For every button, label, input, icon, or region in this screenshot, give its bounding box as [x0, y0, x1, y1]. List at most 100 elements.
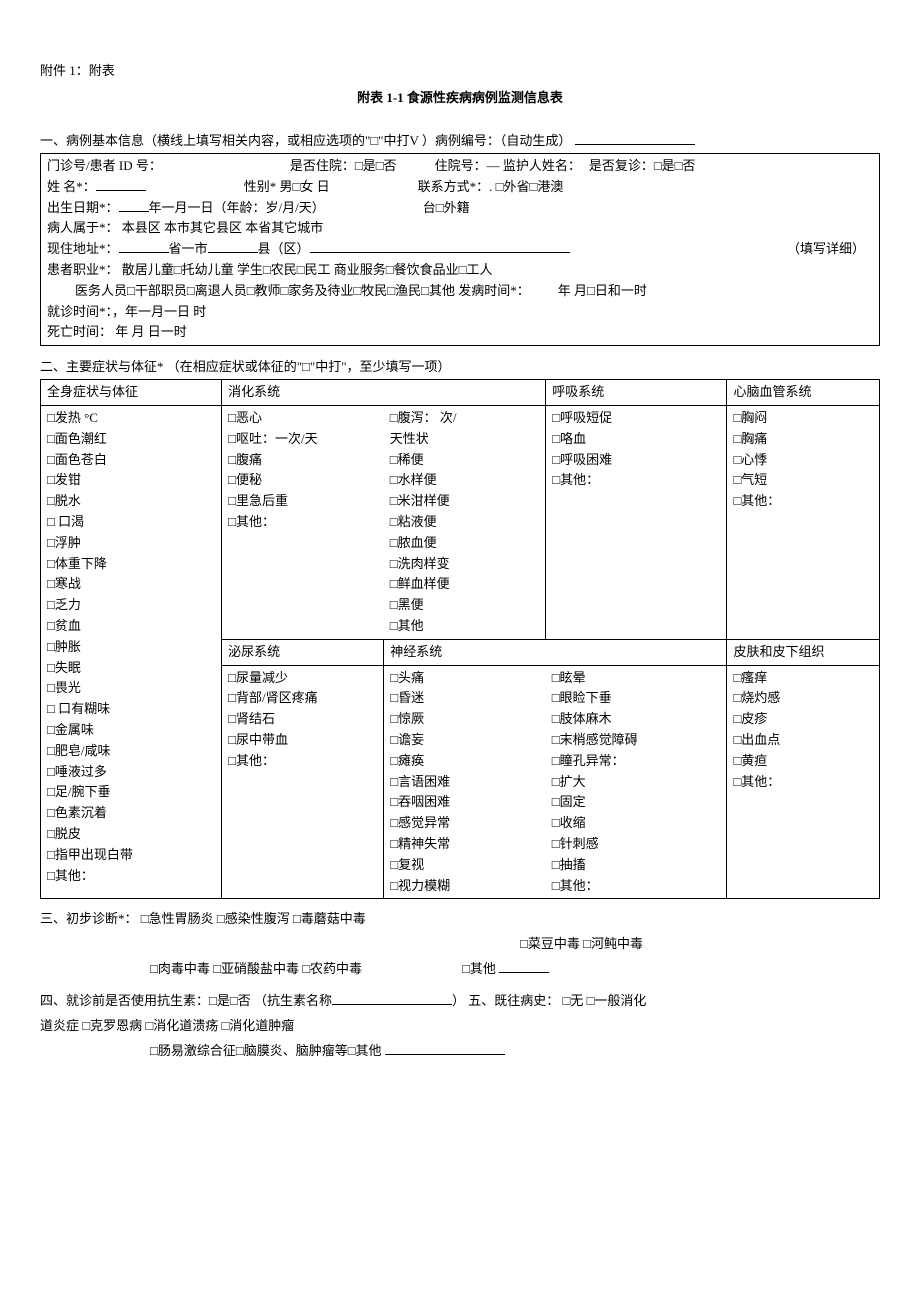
symptom-item[interactable]: □稀便 — [390, 450, 540, 471]
symptom-item[interactable]: □瞳孔异常： — [552, 751, 721, 772]
diag-line3[interactable]: □肉毒中毒 □亚硝酸盐中毒 □农药中毒 — [40, 957, 362, 982]
symptom-item[interactable]: □抽搐 — [552, 855, 721, 876]
symptom-item[interactable]: □视力模糊 — [390, 876, 540, 897]
symptom-item[interactable]: □眩晕 — [552, 668, 721, 689]
diag-line3r[interactable]: □其他 — [462, 957, 549, 982]
history-line2[interactable]: 道炎症 □克罗恩病 □消化道溃疡 □消化道肿瘤 — [40, 1014, 880, 1039]
symptom-item[interactable]: □复视 — [390, 855, 540, 876]
symptom-item[interactable]: □吞咽困难 — [390, 792, 540, 813]
symptom-item[interactable]: □水样便 — [390, 470, 540, 491]
symptom-item[interactable]: □胸闷 — [733, 408, 873, 429]
symptom-item[interactable]: □发钳 — [47, 470, 215, 491]
occupation2-label[interactable]: 医务人员□干部职员□离退人员□教师□家务及待业□牧民□渔民□其他 发病时间*： — [75, 281, 530, 302]
symptom-item[interactable]: □ 口有糊味 — [47, 699, 215, 720]
symptom-item[interactable]: □腹痛 — [228, 450, 378, 471]
patient-belong-label[interactable]: 病人属于*： 本县区 本市其它县区 本省其它城市 — [47, 218, 323, 239]
death-time-label[interactable]: 死亡时间： 年 月 日一时 — [47, 322, 187, 343]
antibiotic-line[interactable]: 四、就诊前是否使用抗生素：□是□否 （抗生素名称） 五、既往病史： □无 □一般… — [40, 989, 880, 1014]
symptom-item[interactable]: □米泔样便 — [390, 491, 540, 512]
symptom-item[interactable]: □尿中带血 — [228, 730, 377, 751]
symptom-item[interactable]: □呼吸困难 — [552, 450, 720, 471]
symptom-item[interactable]: □扩大 — [552, 772, 721, 793]
symptom-item[interactable]: □乏力 — [47, 595, 215, 616]
symptom-item[interactable]: □足/腕下垂 — [47, 782, 215, 803]
symptom-item[interactable]: □呕吐：一次/天 — [228, 429, 378, 450]
symptom-item[interactable]: □其他： — [733, 491, 873, 512]
symptom-item[interactable]: □寒战 — [47, 574, 215, 595]
symptom-item[interactable]: □皮疹 — [733, 709, 873, 730]
symptom-item[interactable]: □气短 — [733, 470, 873, 491]
symptom-item[interactable]: □肢体麻木 — [552, 709, 721, 730]
symptom-item[interactable]: □鲜血样便 — [390, 574, 540, 595]
symptom-item[interactable]: □脱水 — [47, 491, 215, 512]
symptom-item[interactable]: □固定 — [552, 792, 721, 813]
symptom-item[interactable]: □浮肿 — [47, 533, 215, 554]
symptom-item[interactable]: □针刺感 — [552, 834, 721, 855]
symptom-item[interactable]: □肿胀 — [47, 637, 215, 658]
contact-label[interactable]: 联系方式*：. □外省□港澳 — [418, 177, 564, 198]
symptom-item[interactable]: □其他： — [47, 866, 215, 887]
symptom-item[interactable]: □肾结石 — [228, 709, 377, 730]
symptom-item[interactable]: □收缩 — [552, 813, 721, 834]
symptom-item[interactable]: □体重下降 — [47, 554, 215, 575]
symptom-item[interactable]: □心悸 — [733, 450, 873, 471]
symptom-item[interactable]: □便秘 — [228, 470, 378, 491]
symptom-item[interactable]: □言语困难 — [390, 772, 540, 793]
hospitalized-label[interactable]: 是否住院：□是□否 — [290, 156, 397, 177]
symptom-item[interactable]: 天性状 — [390, 429, 540, 450]
symptom-item[interactable]: □脓血便 — [390, 533, 540, 554]
symptom-item[interactable]: □肥皂/咸味 — [47, 741, 215, 762]
symptom-item[interactable]: □其他： — [733, 772, 873, 793]
symptom-item[interactable]: □面色潮红 — [47, 429, 215, 450]
symptom-item[interactable]: □ 口渴 — [47, 512, 215, 533]
symptom-item[interactable]: □背部/肾区疼痛 — [228, 688, 377, 709]
symptom-item[interactable]: □畏光 — [47, 678, 215, 699]
symptom-item[interactable]: □其他： — [552, 470, 720, 491]
symptom-item[interactable]: □胸痛 — [733, 429, 873, 450]
case-number-line[interactable] — [575, 132, 695, 145]
symptom-item[interactable]: □其他： — [552, 876, 721, 897]
symptom-item[interactable]: □面色苍白 — [47, 450, 215, 471]
symptom-item[interactable]: □失眠 — [47, 658, 215, 679]
symptom-item[interactable]: □末梢感觉障碍 — [552, 730, 721, 751]
symptom-item[interactable]: □其他： — [228, 751, 377, 772]
history-line3[interactable]: □肠易激综合征□脑膜炎、脑肿瘤等□其他 — [40, 1039, 880, 1064]
symptom-item[interactable]: □精神失常 — [390, 834, 540, 855]
symptom-item[interactable]: □唾液过多 — [47, 762, 215, 783]
symptom-item[interactable]: □洗肉样变 — [390, 554, 540, 575]
occupation-label[interactable]: 患者职业*： 散居儿童□托幼儿童 学生□农民□民工 商业服务□餐饮食品业□工人 — [47, 260, 493, 281]
visit-time-label[interactable]: 就诊时间*：，年一月一日 时 — [47, 302, 206, 323]
foreign-label[interactable]: 台□外籍 — [423, 198, 470, 219]
symptom-item[interactable]: □腹泻： 次/ — [390, 408, 540, 429]
symptom-item[interactable]: □谵妄 — [390, 730, 540, 751]
symptom-item[interactable]: □尿量减少 — [228, 668, 377, 689]
symptom-item[interactable]: □黑便 — [390, 595, 540, 616]
symptom-item[interactable]: □头痛 — [390, 668, 540, 689]
symptom-item[interactable]: □恶心 — [228, 408, 378, 429]
symptom-item[interactable]: □眼睑下垂 — [552, 688, 721, 709]
symptom-item[interactable]: □其他： — [228, 512, 378, 533]
symptom-item[interactable]: □发热 °C — [47, 408, 215, 429]
symptom-item[interactable]: □出血点 — [733, 730, 873, 751]
diag-line2[interactable]: □菜豆中毒 □河鲀中毒 — [40, 932, 880, 957]
symptom-item[interactable]: □黄疸 — [733, 751, 873, 772]
symptom-item[interactable]: □色素沉着 — [47, 803, 215, 824]
symptom-item[interactable]: □脱皮 — [47, 824, 215, 845]
symptom-item[interactable]: □瘫痪 — [390, 751, 540, 772]
symptom-item[interactable]: □呼吸短促 — [552, 408, 720, 429]
symptom-item[interactable]: □昏迷 — [390, 688, 540, 709]
symptom-item[interactable]: □指甲出现白带 — [47, 845, 215, 866]
symptom-item[interactable]: □金属味 — [47, 720, 215, 741]
symptom-item[interactable]: □烧灼感 — [733, 688, 873, 709]
onset-time-label[interactable]: 年 月□日和一时 — [558, 281, 647, 302]
symptom-item[interactable]: □感觉异常 — [390, 813, 540, 834]
followup-label[interactable]: 是否复诊：□是□否 — [589, 156, 696, 177]
symptom-item[interactable]: □贫血 — [47, 616, 215, 637]
symptom-item[interactable]: □其他 — [390, 616, 540, 637]
symptom-item[interactable]: □咯血 — [552, 429, 720, 450]
symptom-item[interactable]: □瘙痒 — [733, 668, 873, 689]
symptom-item[interactable]: □里急后重 — [228, 491, 378, 512]
diag-line1[interactable]: 三、初步诊断*： □急性胃肠炎 □感染性腹泻 □毒蘑菇中毒 — [40, 907, 880, 932]
symptom-item[interactable]: □粘液便 — [390, 512, 540, 533]
symptom-item[interactable]: □惊厥 — [390, 709, 540, 730]
